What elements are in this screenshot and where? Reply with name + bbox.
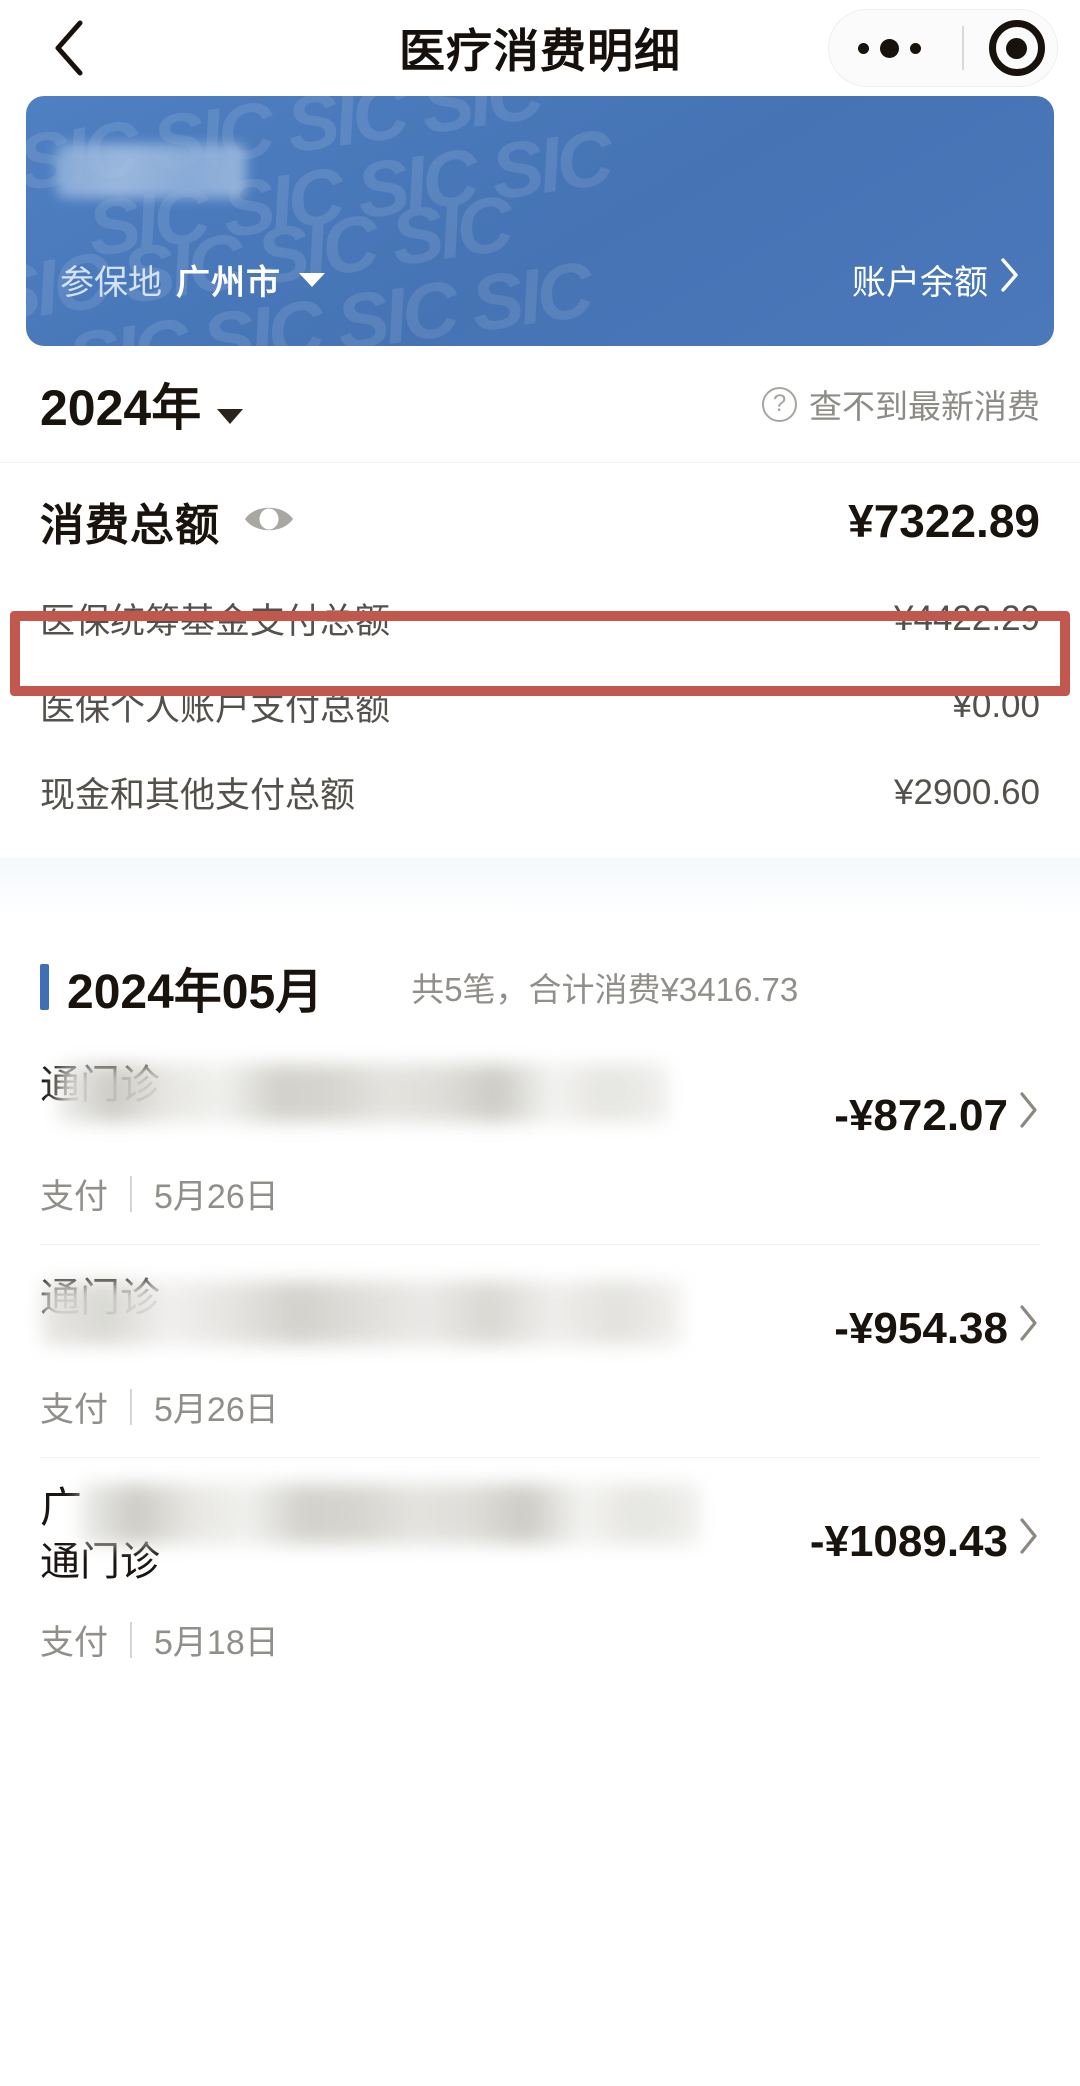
transaction-divider	[40, 1457, 1040, 1458]
chevron-right-icon	[1018, 1516, 1040, 1567]
transaction-row[interactable]: 通门诊 -¥872.07 支付 5月26日	[40, 1042, 1040, 1255]
page-title: 医疗消费明细	[399, 25, 681, 77]
transaction-meta: 支付 5月26日	[40, 1354, 1040, 1457]
summary-row-value: ¥0.00	[952, 685, 1040, 725]
chevron-right-icon	[1018, 1090, 1040, 1141]
card-watermark: SIC SIC SIC SIC SIC SIC SIC SIC SIC SIC …	[26, 96, 615, 346]
summary-row-cash-other: 现金和其他支付总额 ¥2900.60	[40, 749, 1040, 836]
meta-divider	[130, 1388, 132, 1425]
section-gap	[0, 858, 1080, 916]
account-balance-label: 账户余额	[852, 264, 988, 302]
summary-row-value: ¥4422.29	[894, 598, 1040, 638]
meta-divider	[130, 1175, 132, 1212]
transaction-divider	[40, 1244, 1040, 1245]
insurance-card-container: SIC SIC SIC SIC SIC SIC SIC SIC SIC SIC …	[0, 96, 1080, 346]
insured-location-selector[interactable]: 参保地 广州市	[60, 255, 325, 304]
summary-row-value: ¥2900.60	[894, 772, 1040, 812]
month-title: 2024年05月	[67, 966, 324, 1019]
transaction-date: 5月26日	[154, 1391, 279, 1429]
insured-location-label: 参保地	[60, 264, 162, 302]
transaction-meta: 支付 5月18日	[40, 1587, 1040, 1690]
merchant-name: 广	[40, 1484, 83, 1531]
summary-row-pooled-fund: 医保统筹基金支付总额 ¥4422.29	[40, 575, 1040, 662]
question-circle-icon: ?	[762, 386, 797, 422]
transaction-amount: -¥872.07	[834, 1090, 1008, 1140]
transaction-date: 5月26日	[154, 1178, 279, 1216]
transaction-amount-group: -¥872.07	[834, 1056, 1040, 1141]
summary-row-personal-account: 医保个人账户支付总额 ¥0.00	[40, 662, 1040, 749]
help-link-label: 查不到最新消费	[809, 388, 1040, 425]
year-value: 2024年	[40, 380, 202, 436]
transaction-meta: 支付 5月26日	[40, 1141, 1040, 1244]
chevron-down-icon	[217, 409, 244, 424]
summary-row-label: 医保个人账户支付总额	[40, 689, 391, 728]
cannot-find-latest-help-link[interactable]: ? 查不到最新消费	[762, 380, 1040, 428]
transaction-type: 通门诊	[40, 1540, 160, 1585]
navigation-bar: 医疗消费明细	[0, 0, 1080, 96]
capsule-divider	[961, 26, 964, 70]
back-button[interactable]	[40, 20, 96, 76]
chevron-right-icon	[1018, 1303, 1040, 1354]
redacted-user-name	[56, 144, 246, 198]
month-accent-bar	[40, 964, 49, 1010]
month-summary-text: 共5笔，合计消费¥3416.73	[411, 971, 799, 1008]
insured-city-value: 广州市	[176, 264, 281, 302]
meta-divider	[130, 1621, 132, 1658]
summary-row-label: 医保统筹基金支付总额	[40, 602, 391, 641]
eye-icon[interactable]	[242, 502, 296, 541]
target-circle-icon[interactable]	[988, 20, 1045, 76]
total-expense-row: 消费总额 ¥7322.89	[40, 463, 1040, 575]
transaction-row[interactable]: 通门诊 -¥954.38 支付 5月26日	[40, 1255, 1040, 1468]
year-filter-row: 2024年 ? 查不到最新消费	[0, 346, 1080, 462]
wechat-capsule	[828, 9, 1058, 87]
transaction-amount-group: -¥1089.43	[810, 1482, 1040, 1567]
chevron-down-icon	[299, 272, 325, 287]
total-expense-value: ¥7322.89	[848, 495, 1040, 547]
account-balance-link[interactable]: 账户余额	[852, 255, 1020, 304]
transaction-list: 通门诊 -¥872.07 支付 5月26日	[0, 1042, 1080, 1701]
more-dots-icon[interactable]	[841, 38, 937, 58]
transaction-amount-group: -¥954.38	[834, 1269, 1040, 1354]
redacted-merchant-name	[42, 1281, 682, 1345]
expense-summary: 消费总额 ¥7322.89 医保统筹基金支付总额 ¥4422.29 医保个人账户…	[0, 463, 1080, 858]
transaction-amount: -¥1089.43	[809, 1516, 1008, 1566]
total-expense-label: 消费总额	[40, 501, 220, 550]
redacted-merchant-name	[80, 1484, 700, 1544]
section-divider	[0, 462, 1080, 463]
transaction-amount: -¥954.38	[834, 1303, 1008, 1353]
month-header: 2024年05月 共5笔，合计消费¥3416.73	[0, 916, 1080, 1042]
transaction-status: 支付	[40, 1624, 108, 1663]
card-footer-row: 参保地 广州市 账户余额	[60, 255, 1020, 304]
summary-row-label: 现金和其他支付总额	[40, 776, 356, 815]
transaction-row[interactable]: 广 通门诊 -¥1089.43 支付 5月18日	[40, 1468, 1040, 1700]
insurance-card: SIC SIC SIC SIC SIC SIC SIC SIC SIC SIC …	[26, 96, 1054, 346]
chevron-right-icon	[1000, 257, 1020, 302]
transaction-status: 支付	[40, 1178, 108, 1216]
redacted-merchant-name	[58, 1064, 668, 1122]
chevron-left-icon	[51, 19, 85, 77]
year-selector[interactable]: 2024年	[40, 368, 244, 440]
transaction-status: 支付	[40, 1391, 108, 1429]
transaction-date: 5月18日	[154, 1624, 279, 1663]
